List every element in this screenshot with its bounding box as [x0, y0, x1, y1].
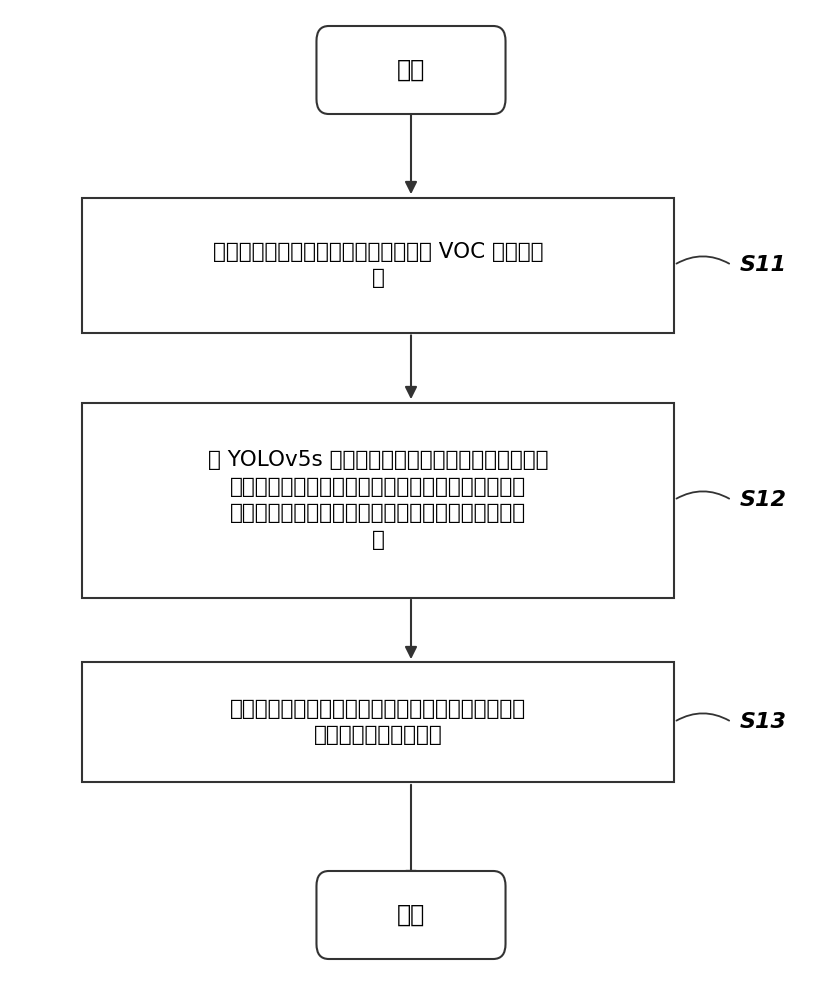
- FancyBboxPatch shape: [82, 198, 674, 332]
- FancyBboxPatch shape: [82, 662, 674, 782]
- Text: S11: S11: [740, 255, 787, 275]
- FancyBboxPatch shape: [82, 403, 674, 598]
- Text: 结束: 结束: [397, 903, 425, 927]
- Text: S12: S12: [740, 490, 787, 510]
- Text: S13: S13: [740, 712, 787, 732]
- Text: 开始: 开始: [397, 58, 425, 82]
- FancyBboxPatch shape: [316, 26, 506, 114]
- FancyBboxPatch shape: [316, 871, 506, 959]
- Text: 在 YOLOv5s 模型中使用可深度分离卷积得到学生模
型，所述学生模型通过平滑多层感知知识蒸馏学习教
师模型输出的多层特征信息，得到轻量化牛群检测模
型: 在 YOLOv5s 模型中使用可深度分离卷积得到学生模 型，所述学生模型通过平滑…: [208, 450, 548, 550]
- Text: 获取牛群图像，将所述牛群图像处理为 VOC 数据集格
式: 获取牛群图像，将所述牛群图像处理为 VOC 数据集格 式: [213, 242, 543, 288]
- Text: 将处理后的所述牛群图像输入所述轻量化牛群检测模
型中得到牛群检测结果: 将处理后的所述牛群图像输入所述轻量化牛群检测模 型中得到牛群检测结果: [230, 699, 526, 745]
